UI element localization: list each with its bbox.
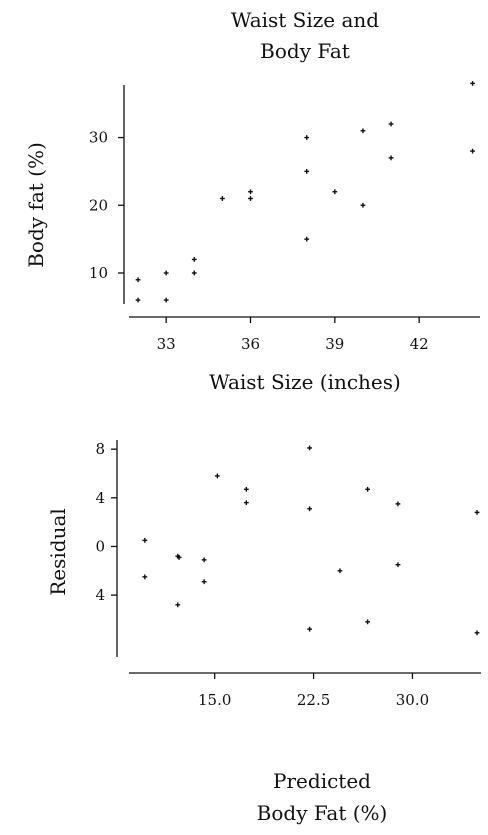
data-point — [360, 202, 366, 208]
point-group — [142, 445, 480, 636]
data-point — [243, 500, 249, 506]
x-axis-title: Waist Size (inches) — [209, 370, 401, 394]
data-point — [163, 297, 169, 303]
data-point — [388, 121, 394, 127]
data-point — [219, 196, 225, 201]
data-point — [304, 169, 310, 174]
data-point — [201, 579, 207, 585]
data-point — [470, 80, 475, 86]
x-tick-label: 33 — [157, 335, 176, 353]
tick-group: 33 36 39 42 10 20 30 — [89, 129, 429, 353]
data-point — [304, 135, 310, 140]
data-point — [142, 537, 148, 543]
y-tick-label: 10 — [89, 264, 108, 282]
y-tick-label: 8 — [95, 440, 105, 458]
y-tick-label: 30 — [89, 129, 108, 147]
data-point — [332, 189, 338, 195]
chart-title-line-2: Body Fat — [260, 39, 350, 63]
x-tick-label: 22.5 — [297, 691, 330, 709]
data-point — [135, 297, 141, 303]
point-group — [135, 80, 475, 303]
data-point — [470, 148, 475, 154]
tick-group: 15.0 22.5 30.0 8 4 0 4 — [95, 440, 429, 709]
y-tick-label: 20 — [89, 196, 108, 214]
data-point — [163, 270, 169, 276]
x-tick-label: 42 — [410, 335, 429, 353]
data-point — [135, 277, 141, 283]
waist-bodyfat-scatter: Waist Size and Body Fat 33 36 39 42 10 20 30 W… — [24, 8, 480, 394]
x-tick-label: 15.0 — [198, 691, 231, 709]
data-point — [395, 562, 401, 568]
data-point — [365, 486, 371, 492]
x-tick-label: 39 — [325, 335, 344, 353]
y-axis-title: Residual — [46, 508, 70, 596]
residual-scatter: 15.0 22.5 30.0 8 4 0 4 Residual Predicted Body… — [46, 440, 481, 825]
data-point — [248, 196, 253, 201]
data-point — [191, 257, 197, 262]
data-point — [304, 236, 310, 242]
y-axis-title: Body fat (%) — [24, 142, 48, 268]
y-tick-label: 4 — [95, 586, 105, 604]
data-point — [360, 128, 366, 134]
data-point — [201, 557, 207, 563]
data-point — [307, 626, 313, 632]
data-point — [214, 473, 220, 479]
data-point — [191, 270, 197, 276]
data-point — [175, 602, 181, 608]
y-tick-label: 0 — [95, 537, 105, 555]
data-point — [388, 155, 394, 161]
data-point — [142, 574, 148, 580]
data-point — [243, 486, 249, 492]
data-point — [395, 501, 401, 507]
y-tick-label: 4 — [95, 489, 105, 507]
chart-title-line-1: Waist Size and — [231, 8, 379, 32]
data-point — [176, 555, 182, 560]
data-point — [474, 630, 480, 636]
x-tick-label: 30.0 — [396, 691, 429, 709]
x-axis-title-line-2: Body Fat (%) — [257, 801, 388, 825]
x-tick-label: 36 — [241, 335, 260, 353]
data-point — [474, 510, 480, 515]
data-point — [248, 189, 253, 195]
data-point — [307, 445, 313, 451]
data-point — [307, 506, 313, 512]
x-axis-title-line-1: Predicted — [273, 769, 371, 793]
data-point — [337, 568, 343, 574]
data-point — [365, 619, 371, 625]
